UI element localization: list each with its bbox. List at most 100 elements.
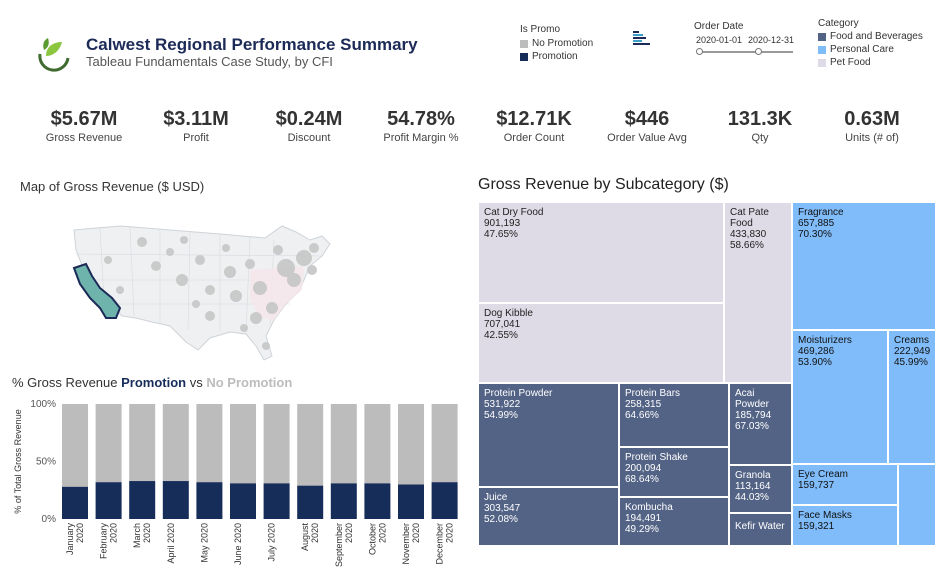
legend-label: Pet Food	[830, 57, 871, 68]
treemap-cell-personal-care-other[interactable]	[898, 464, 936, 546]
kpi-order-value-avg: $446 Order Value Avg	[592, 108, 702, 144]
bar-promotion	[263, 483, 290, 519]
promo-chart-title-vs: vs	[186, 375, 207, 390]
bar-no-promotion	[330, 404, 357, 484]
treemap-cell-juice[interactable]: Juice 303,547 52.08%	[478, 487, 619, 546]
legend-label: Food and Beverages	[830, 31, 923, 42]
cell-value: 200,094	[625, 463, 662, 474]
bar-promotion	[196, 482, 223, 519]
kpi-profit: $3.11M Profit	[141, 108, 251, 144]
legend-item-promotion[interactable]: Promotion	[520, 51, 593, 62]
bar-promotion	[129, 481, 156, 519]
kpi-value: $5.67M	[50, 108, 118, 130]
treemap-cell-protein-shake[interactable]: Protein Shake 200,094 68.64%	[619, 447, 729, 497]
legend-item-food-beverages[interactable]: Food and Beverages	[818, 31, 923, 42]
legend-item-pet-food[interactable]: Pet Food	[818, 57, 923, 68]
treemap-cell-face-masks[interactable]: Face Masks 159,321	[792, 505, 898, 546]
cell-name: Eye Cream	[798, 469, 849, 480]
cell-value: 159,321	[798, 521, 835, 532]
cell-pct: 68.64%	[625, 474, 659, 485]
treemap-cell-creams[interactable]: Creams 222,949 45.99%	[888, 330, 936, 464]
x-tick-label: October	[367, 523, 377, 555]
x-tick-label-year: 2020	[344, 523, 354, 543]
treemap-cell-protein-bars[interactable]: Protein Bars 258,315 64.66%	[619, 383, 729, 447]
dashboard-title: Calwest Regional Performance Summary	[86, 35, 418, 54]
cell-value: 113,164	[735, 481, 771, 492]
cell-name: Acai	[735, 388, 755, 399]
cell-pct: 44.03%	[735, 492, 769, 503]
treemap-cell-kefir-water[interactable]: Kefir Water	[729, 513, 792, 546]
kpi-label: Gross Revenue	[45, 132, 123, 144]
cell-pct: 45.99%	[894, 357, 928, 368]
bar-promotion	[330, 483, 357, 519]
y-tick-label: 0%	[42, 514, 57, 525]
treemap-cell-dog-kibble[interactable]: Dog Kibble 707,041 42.55%	[478, 303, 724, 383]
treemap-cell-protein-powder[interactable]: Protein Powder 531,922 54.99%	[478, 383, 619, 487]
legend-label: Promotion	[532, 51, 578, 62]
x-tick-label: March	[132, 523, 142, 548]
kpi-label: Order Value Avg	[607, 132, 687, 144]
x-tick-label: August	[300, 523, 310, 552]
bar-promotion	[95, 482, 122, 519]
bar-no-promotion	[230, 404, 256, 484]
x-tick-label: April 2020	[166, 523, 176, 564]
legend-label: Personal Care	[830, 44, 894, 55]
kpi-order-count: $12.71K Order Count	[479, 108, 589, 144]
treemap-cell-fragrance[interactable]: Fragrance 657,885 70.30%	[792, 202, 936, 330]
bar-no-promotion	[431, 404, 458, 483]
cell-value: 194,491	[625, 513, 662, 524]
legend-item-personal-care[interactable]: Personal Care	[818, 44, 923, 55]
cell-name: Creams	[894, 335, 930, 346]
x-tick-label: July 2020	[267, 523, 277, 562]
kpi-label: Discount	[287, 132, 331, 144]
cell-value: 258,315	[625, 399, 662, 410]
kpi-value: $3.11M	[163, 108, 229, 130]
promotion-swatch	[520, 52, 528, 61]
bar-promotion	[398, 484, 424, 519]
treemap-cell-cat-dry-food[interactable]: Cat Dry Food 901,193 47.65%	[478, 202, 724, 303]
x-tick-label-year: 2020	[109, 523, 119, 543]
cell-value: 303,547	[484, 503, 521, 514]
kpi-value: 0.63M	[844, 108, 900, 130]
treemap-title: Gross Revenue by Subcategory ($)	[478, 176, 729, 193]
order-date-start: 2020-01-01	[696, 35, 743, 45]
treemap-cell-cat-pate-food[interactable]: Cat Pate Food 433,830 58.66%	[724, 202, 792, 383]
cell-name: Cat Pate	[730, 207, 769, 218]
treemap-cell-moisturizers[interactable]: Moisturizers 469,286 53.90%	[792, 330, 888, 464]
date-slider-end-handle[interactable]	[755, 48, 762, 55]
bar-promotion	[230, 483, 256, 519]
us-revenue-map[interactable]	[60, 200, 340, 370]
bar-no-promotion	[62, 404, 88, 487]
x-tick-label: December	[435, 523, 445, 565]
cell-pct: 52.08%	[484, 514, 518, 525]
cell-value: 657,885	[798, 218, 835, 229]
cell-pct: 70.30%	[798, 229, 832, 240]
legend-item-no-promotion[interactable]: No Promotion	[520, 38, 593, 49]
cell-name: Face Masks	[798, 510, 852, 521]
treemap-cell-acai-powder[interactable]: Acai Powder 185,794 67.03%	[729, 383, 792, 465]
bar-chart-icon[interactable]	[632, 30, 652, 51]
cell-pct: 49.29%	[625, 524, 659, 535]
cell-name: Protein Powder	[484, 388, 553, 399]
promo-legend-title: Is Promo	[520, 24, 561, 35]
bar-no-promotion	[364, 404, 391, 484]
cell-name-line2: Powder	[735, 399, 769, 410]
cell-pct: 47.65%	[484, 229, 518, 240]
kpi-gross-revenue: $5.67M Gross Revenue	[29, 108, 139, 144]
kpi-value: 54.78%	[387, 108, 455, 130]
treemap-cell-granola[interactable]: Granola 113,164 44.03%	[729, 465, 792, 513]
cell-name: Granola	[735, 470, 771, 481]
promo-chart-title: % Gross Revenue Promotion vs No Promotio…	[12, 375, 292, 390]
treemap-cell-kombucha[interactable]: Kombucha 194,491 49.29%	[619, 497, 729, 546]
treemap-cell-eye-cream[interactable]: Eye Cream 159,737	[792, 464, 898, 505]
kpi-value: $446	[624, 108, 670, 130]
cell-pct: 54.99%	[484, 410, 518, 421]
date-slider-start-handle[interactable]	[696, 48, 703, 55]
kpi-label: Units (# of)	[845, 132, 899, 144]
bar-no-promotion	[162, 404, 189, 482]
cell-pct: 64.66%	[625, 410, 659, 421]
cfi-logo-icon	[36, 36, 72, 72]
kpi-qty: 131.3K Qty	[705, 108, 815, 144]
subcategory-treemap: Cat Dry Food 901,193 47.65% Dog Kibble 7…	[478, 202, 936, 546]
date-range-slider[interactable]	[698, 51, 793, 53]
